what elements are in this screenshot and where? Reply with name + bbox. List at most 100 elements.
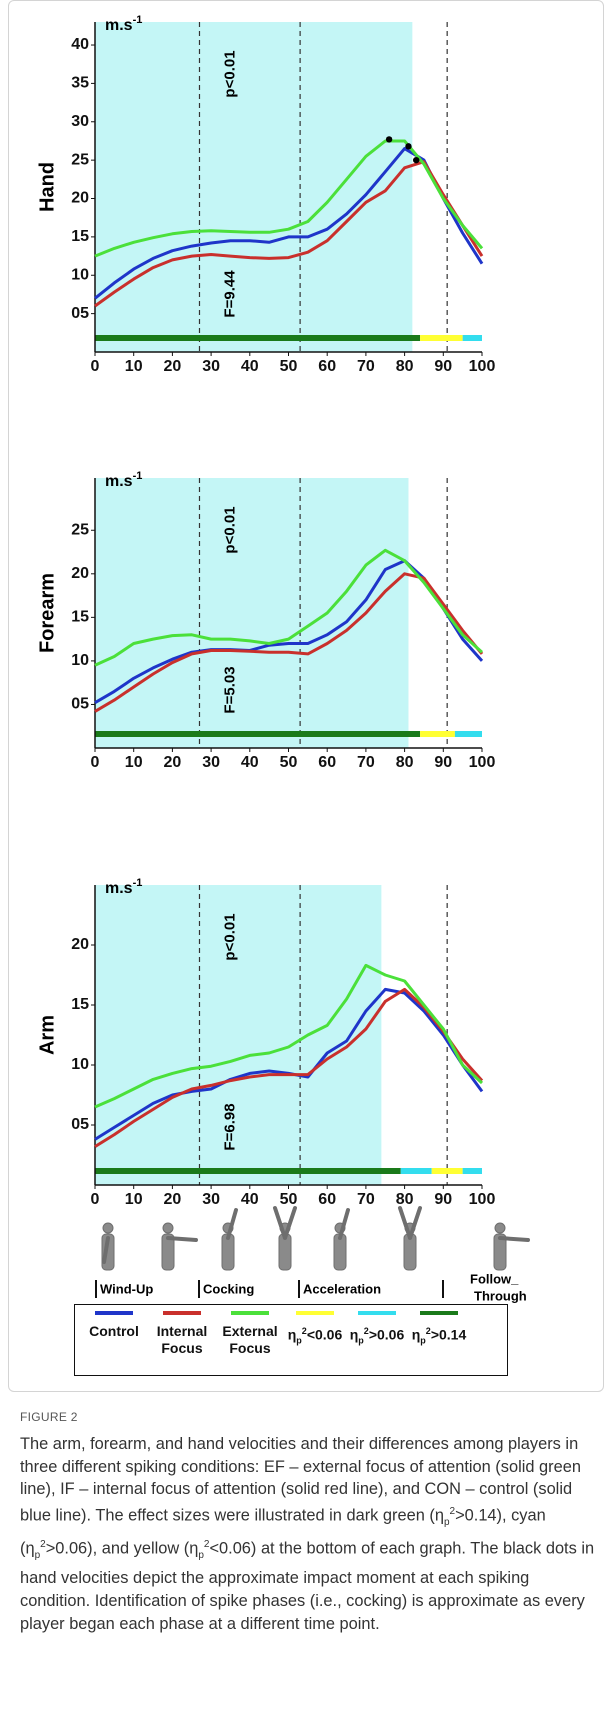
x-tick-label: 100 [469,1191,496,1208]
silhouette-arm [226,1208,238,1240]
figure-frame [8,0,604,1392]
effect-segment [95,335,421,341]
unit-label: m.s-1 [105,470,142,490]
y-tick-label: 05 [71,1116,89,1133]
silhouette-arm [273,1206,297,1240]
legend-label: Control [89,1323,139,1339]
x-tick-label: 40 [241,358,259,375]
annotation: F=6.98 [221,1103,238,1150]
x-tick-label: 20 [164,1191,182,1208]
x-tick-label: 100 [469,754,496,771]
y-tick-label: 20 [71,565,89,582]
silhouette-arm [338,1208,350,1240]
unit-base: m.s [105,880,133,897]
annotation: p<0.01 [221,913,238,960]
effect-threshold: >0.14 [430,1326,467,1343]
legend-swatch [358,1311,396,1315]
x-tick-label: 60 [318,754,336,771]
silhouette-arm [398,1206,422,1240]
y-axis-title: Arm [36,1015,58,1055]
x-tick-label: 20 [164,754,182,771]
legend-swatch [163,1311,201,1315]
effect-sup: 2 [301,1326,307,1336]
effect-symbol: η [411,1326,421,1343]
effect-segment [95,1168,401,1174]
x-tick-label: 80 [396,1191,414,1208]
y-tick-label: 25 [71,151,89,168]
y-tick-label: 10 [71,266,89,283]
series-line [94,139,484,258]
annotation: F=9.44 [221,270,238,318]
annotation: p<0.01 [221,50,238,97]
effect-segment [420,731,455,737]
y-tick-label: 25 [71,521,89,538]
x-tick-label: 30 [202,1191,220,1208]
legend: Control Internal Focus External Focus ηp2<0… [74,1304,508,1376]
shaded-region [95,885,382,1185]
legend-item: ηp2>0.14 [411,1311,467,1349]
series-line [94,987,484,1148]
effect-segment [462,1168,482,1174]
silhouette-body [493,1233,507,1271]
silhouette-head [102,1222,114,1234]
effect-segment [454,731,482,737]
effect-symbol: η [349,1326,359,1343]
y-axis-title: Hand [36,162,58,212]
x-tick-label: 70 [357,754,375,771]
silhouette-head [494,1222,506,1234]
y-tick-label: 15 [71,609,89,626]
caption-run: >0.06), and yellow (η [45,1539,199,1558]
series-line [94,963,484,1109]
unit-exponent: -1 [133,470,143,482]
figure-label: FIGURE 2 [20,1410,78,1424]
legend-item: External Focus [219,1311,281,1357]
x-tick-label: 80 [396,754,414,771]
legend-label: ηp2>0.06 [350,1323,405,1349]
x-tick-label: 60 [318,358,336,375]
phase-label: Cocking [203,1281,254,1296]
effect-sub: p [296,1335,302,1346]
unit-label: m.s-1 [105,14,142,34]
legend-swatch [231,1311,269,1315]
series-line [94,559,484,704]
caption-run: 2 [40,1539,46,1551]
x-tick-label: 50 [280,754,298,771]
effect-sub: p [420,1335,426,1346]
effect-sub: p [358,1335,364,1346]
unit-base: m.s [105,473,133,490]
legend-swatch [420,1311,458,1315]
legend-swatch [296,1311,334,1315]
shaded-region [95,22,413,352]
x-tick-label: 30 [202,754,220,771]
caption-run: p [34,1549,41,1561]
legend-item: Internal Focus [151,1311,213,1357]
annotation: p<0.01 [221,506,238,553]
effect-threshold: >0.06 [368,1326,405,1343]
y-tick-label: 20 [71,936,89,953]
effect-segment [400,1168,432,1174]
caption-run: p [443,1516,450,1528]
y-tick-label: 05 [71,305,89,322]
phase-label: Through [474,1288,527,1303]
phase-label: Follow_ [470,1271,519,1286]
impact-point [413,156,420,164]
x-tick-label: 90 [434,358,452,375]
effect-symbol: η [287,1326,297,1343]
unit-label: m.s-1 [105,877,142,897]
caption-run: The arm, forearm, and hand velocities an… [20,1435,581,1525]
athlete-silhouette [273,1206,297,1271]
effect-segment [95,731,421,737]
caption: The arm, forearm, and hand velocities an… [20,1433,600,1635]
x-tick-label: 40 [241,754,259,771]
x-tick-label: 0 [91,1191,100,1208]
athlete-silhouette [221,1208,238,1271]
x-tick-label: 20 [164,358,182,375]
x-tick-label: 60 [318,1191,336,1208]
x-tick-label: 10 [125,1191,143,1208]
x-tick-label: 90 [434,754,452,771]
effect-threshold: <0.06 [306,1326,343,1343]
legend-label: Internal Focus [156,1323,208,1356]
y-tick-label: 30 [71,113,89,130]
caption-run: >0.14), cyan (η [20,1506,546,1558]
